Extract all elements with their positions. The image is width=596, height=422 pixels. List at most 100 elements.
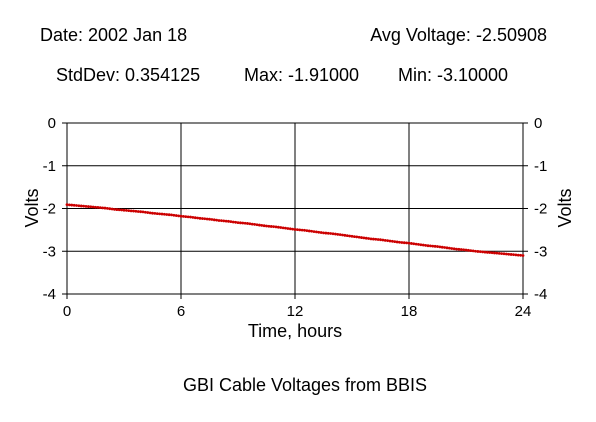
data-point [405,241,409,245]
data-point [412,242,416,246]
data-point [127,209,131,213]
data-point [395,240,399,244]
data-point [151,211,154,215]
data-point [231,220,235,224]
data-point [419,243,423,247]
data-point [469,249,473,253]
y-tick-label-left: -1 [43,158,56,175]
x-tick-label: 12 [287,303,304,320]
data-point [134,209,138,213]
data-point [246,222,249,225]
data-point [136,210,140,213]
data-point [431,244,435,248]
data-point [303,228,306,232]
data-point [402,241,406,245]
data-point [322,231,325,235]
data-point [390,239,394,243]
data-point [238,221,242,225]
data-point [222,219,226,223]
tick-marks [62,122,528,299]
data-point [193,216,197,220]
data-point [438,245,442,249]
x-tick-labels: 0 6 12 18 24 [63,303,532,320]
data-point [519,253,523,257]
data-point [288,227,292,231]
data-point [250,222,254,226]
data-point [141,210,145,214]
data-point [514,253,518,257]
data-point [117,208,121,212]
y-tick-label-right: 0 [534,115,542,132]
data-point [398,240,401,244]
data-point [227,219,230,223]
data-point [208,217,211,221]
data-points [65,203,525,257]
data-point [476,250,480,253]
data-point [65,203,69,207]
data-point [279,226,283,229]
data-point [75,204,78,207]
data-point [417,243,420,246]
data-point [341,233,344,237]
data-point [148,211,152,215]
data-point [243,221,247,225]
data-point [464,248,468,252]
y-tick-label-left: -4 [43,286,56,303]
y-tick-label-right: -4 [534,286,547,303]
data-point [319,231,323,234]
data-point [146,211,150,214]
data-point [67,203,71,207]
data-point [212,218,216,222]
data-point [388,239,392,243]
avg-voltage-label: Avg Voltage: -2.50908 [370,25,547,45]
data-point [153,212,157,215]
data-point [167,213,171,217]
data-point [329,232,333,235]
data-point [267,224,271,228]
data-point [98,206,102,210]
data-point [229,220,233,224]
data-point [139,210,143,214]
data-point [483,250,487,254]
data-point [357,235,361,239]
data-point [160,212,164,216]
data-point [383,238,387,242]
data-point [269,225,273,228]
data-point [362,236,366,240]
data-point [234,220,238,224]
data-point [324,231,328,235]
data-point [310,229,314,233]
data-point [455,247,458,251]
data-point [122,208,126,212]
data-point [248,222,252,226]
data-point [348,234,352,238]
data-point [424,243,428,247]
data-point [91,205,95,209]
min-label: Min: -3.10000 [398,65,509,85]
data-point [124,209,128,212]
data-point [409,242,413,245]
data-point [284,226,287,230]
data-point [352,235,356,239]
data-point [129,209,133,213]
data-point [94,205,97,209]
y-tick-labels-left: 0 -1 -2 -3 -4 [43,115,56,303]
data-point [286,227,290,230]
data-point [393,240,397,244]
data-point [272,225,276,229]
data-point [82,204,86,208]
data-point [293,228,297,231]
data-point [86,205,90,208]
data-point [379,238,382,242]
data-point [421,243,425,247]
grid-lines [67,123,523,294]
data-point [158,212,162,216]
data-point [516,253,520,257]
y-tick-label-left: 0 [48,115,56,132]
y-tick-labels-right: 0 -1 -2 -3 -4 [534,115,547,303]
data-point [172,213,176,217]
data-point [295,228,299,232]
data-point [77,204,81,208]
data-point [265,224,268,228]
data-point [186,215,190,219]
